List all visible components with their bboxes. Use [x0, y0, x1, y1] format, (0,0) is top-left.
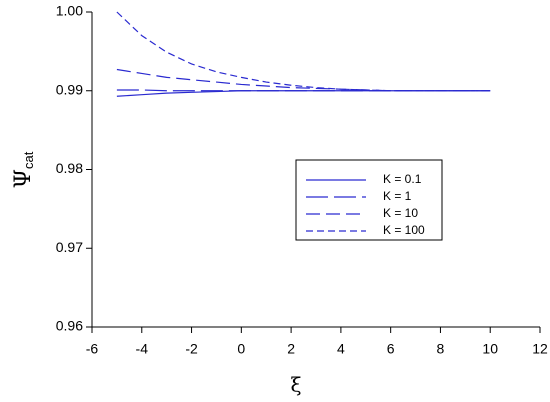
series-line [116, 89, 491, 92]
series-line [116, 90, 491, 97]
x-tick-label: -2 [185, 341, 198, 357]
x-tick-label: 0 [237, 341, 245, 357]
x-tick-label: 8 [437, 341, 445, 357]
x-tick-label: 6 [387, 341, 395, 357]
legend-label: K = 0.1 [383, 172, 422, 186]
legend-label: K = 100 [383, 223, 425, 237]
legend-label: K = 10 [383, 206, 418, 220]
y-tick-label: 0.98 [56, 160, 83, 176]
series-line [116, 11, 491, 92]
y-tick-label: 0.97 [56, 239, 83, 255]
x-tick-label: -6 [86, 341, 99, 357]
y-tick-label: 0.96 [56, 318, 83, 334]
legend-box [295, 159, 443, 241]
legend: K = 0.1 K = 1 K = 10 K = 100 [295, 159, 443, 241]
y-tick-label: 0.99 [56, 81, 83, 97]
x-tick-label: 4 [337, 341, 345, 357]
y-label-main: Ψ [11, 169, 36, 188]
y-label-sub: cat [21, 151, 36, 169]
x-tick-label: 12 [532, 341, 548, 357]
y-axis-label: Ψcat [11, 151, 36, 188]
series-line [116, 68, 491, 92]
x-tick-label: -4 [136, 341, 149, 357]
legend-label: K = 1 [383, 189, 412, 203]
x-axis-label: ξ [290, 373, 301, 397]
x-tick-label: 2 [287, 341, 295, 357]
y-label-symbol: Ψcat [11, 151, 36, 188]
x-tick-label: 10 [482, 341, 498, 357]
y-tick-label: 1.00 [56, 3, 83, 19]
